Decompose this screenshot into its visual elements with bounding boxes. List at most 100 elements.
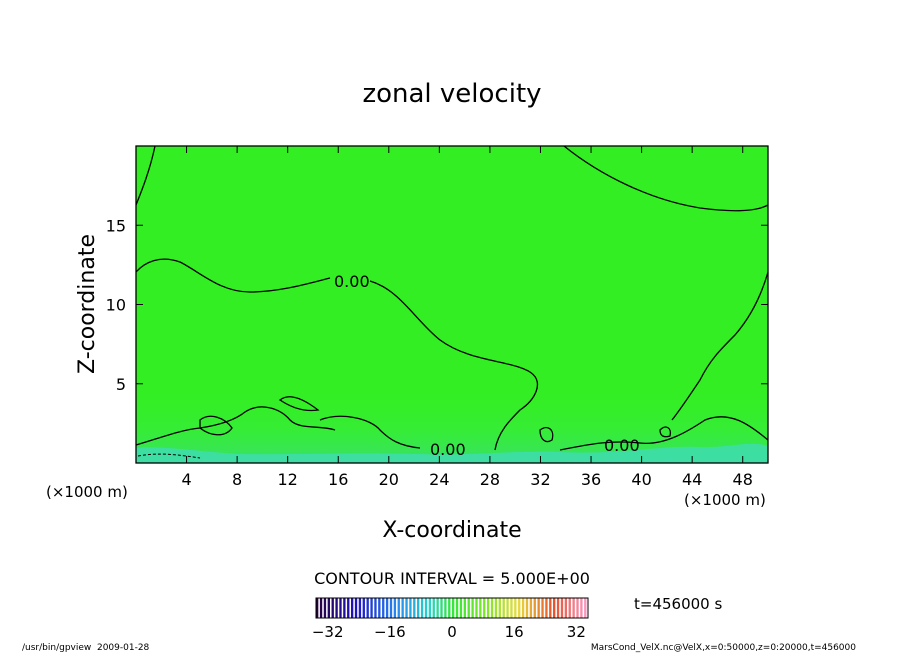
contour-dashed-negative [137, 453, 201, 459]
colorbar-segment [405, 598, 408, 618]
colorbar-segment [444, 598, 447, 618]
x-tick-label: 12 [278, 470, 298, 489]
colorbar-segment [440, 598, 443, 618]
x-tick-labels: 4 8 12 16 20 24 28 32 36 40 44 48 [181, 470, 752, 489]
colorbar-frame [315, 597, 589, 619]
colorbar-segment [354, 598, 358, 618]
colorbar-segment [358, 598, 362, 618]
colorbar-segment [537, 598, 540, 618]
colorbar-tick-label: 16 [505, 623, 524, 641]
colorbar-segment [564, 598, 568, 618]
contour-top-left [135, 145, 156, 206]
colorbar-tick-label: 0 [447, 623, 457, 641]
colorbar-segment [347, 598, 350, 618]
colorbar-segment [428, 598, 432, 618]
colorbar-segment [343, 598, 346, 618]
colorbar-segment [374, 598, 377, 618]
x-tick-label: 20 [379, 470, 399, 489]
colorbar-segment [455, 598, 459, 618]
colorbar-segment [385, 598, 389, 618]
colorbar-segment [459, 598, 463, 618]
colorbar-segment [471, 598, 474, 618]
contour-label-1: 0.00 [334, 272, 370, 291]
footer-right: MarsCond_VelX.nc@VelX,x=0:50000,z=0:2000… [591, 643, 856, 653]
colorbar-segment [323, 598, 327, 618]
colorbar-tick-label: 32 [567, 623, 586, 641]
y-tick-label: 10 [106, 296, 126, 315]
colorbar-segment [362, 598, 365, 618]
colorbar-tick-label: −32 [312, 623, 344, 641]
colorbar-segment [420, 598, 424, 618]
y-axis-label: Z-coordinate [75, 234, 100, 374]
colorbar-segment [452, 598, 455, 618]
x-tick-label: 28 [480, 470, 500, 489]
colorbar-segment [506, 598, 509, 618]
colorbar-segment [514, 598, 517, 618]
x-tick-label: 44 [682, 470, 702, 489]
colorbar-segment [463, 598, 466, 618]
contour-label-2: 0.00 [430, 440, 466, 459]
x-tick-label: 16 [328, 470, 348, 489]
colorbar-segment [393, 598, 397, 618]
colorbar-segment [494, 598, 498, 618]
colorbar-segment [475, 598, 478, 618]
contour-top-right [563, 145, 769, 212]
colorbar-segment [518, 598, 521, 618]
axis-tick-marks [136, 146, 768, 463]
colorbar [316, 598, 587, 618]
colorbar-tick-labels: −32 −16 0 16 32 [312, 623, 586, 641]
colorbar-segment [401, 598, 404, 618]
x-tick-label: 4 [181, 470, 191, 489]
y-tick-labels: 5 10 15 [106, 216, 126, 394]
colorbar-segment [467, 598, 470, 618]
colorbar-segment [553, 598, 556, 618]
contour-near-surface-a [135, 406, 336, 446]
colorbar-segment [350, 598, 354, 618]
contour-near-surface-b [278, 396, 320, 412]
x-axis-label: X-coordinate [382, 518, 521, 543]
colorbar-segment [331, 598, 334, 618]
colorbar-segment [502, 598, 505, 618]
x-tick-label: 40 [631, 470, 651, 489]
colorbar-segment [490, 598, 494, 618]
colorbar-segment [339, 598, 342, 618]
colorbar-segment [580, 598, 583, 618]
colorbar-segment [486, 598, 490, 618]
colorbar-segment [432, 598, 435, 618]
colorbar-segment [448, 598, 451, 618]
plot-area: 0.00 0.00 0.00 [135, 145, 769, 464]
colorbar-segment [327, 598, 330, 618]
time-label: t=456000 s [634, 595, 722, 613]
colorbar-segment [370, 598, 373, 618]
colorbar-segment [510, 598, 513, 618]
colorbar-segment [568, 598, 571, 618]
x-tick-label: 32 [530, 470, 550, 489]
contour-near-surface-g [659, 426, 672, 438]
colorbar-segment [316, 598, 319, 618]
x-tick-label: 24 [429, 470, 449, 489]
colorbar-segment [397, 598, 400, 618]
colorbar-segment [378, 598, 381, 618]
colorbar-segment [572, 598, 575, 618]
colorbar-segment [436, 598, 439, 618]
contour-lines [135, 145, 769, 451]
colorbar-segment [498, 598, 501, 618]
contour-label-3: 0.00 [604, 436, 640, 455]
colorbar-segment [545, 598, 548, 618]
contour-near-surface-d [319, 415, 421, 449]
colorbar-segment [549, 598, 552, 618]
colorbar-segment [424, 598, 428, 618]
colorbar-segment [525, 598, 529, 618]
footer-left: /usr/bin/gpview 2009-01-28 [22, 643, 150, 653]
y-tick-label: 15 [106, 216, 126, 235]
colorbar-segment [409, 598, 412, 618]
y-tick-label: 5 [116, 375, 126, 394]
colorbar-tick-label: −16 [374, 623, 406, 641]
colorbar-segment [479, 598, 482, 618]
colorbar-segment [319, 598, 323, 618]
colorbar-segment [533, 598, 536, 618]
chart-title: zonal velocity [362, 79, 541, 109]
contour-upper-zero [135, 258, 539, 451]
colorbar-segment [483, 598, 486, 618]
contour-near-surface-e [539, 426, 554, 443]
